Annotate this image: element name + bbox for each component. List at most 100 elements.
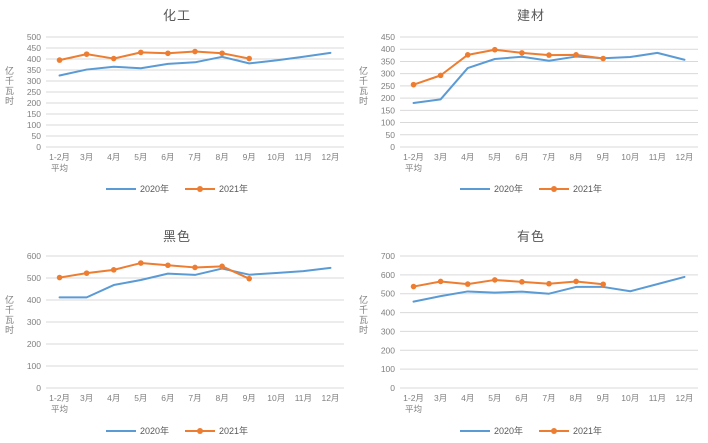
legend-item-2020: 2020年 (459, 182, 523, 195)
series-line-2021年 (412, 48, 605, 86)
x-tick-label: 6月 (161, 152, 174, 162)
x-tick-label: 平均 (405, 404, 422, 414)
y-tick-label: 150 (27, 109, 41, 119)
chart-panel-building-materials: 建材 亿千瓦时 0 50 100 150 200 250 300 350 400 450 1-2月平… (354, 0, 708, 221)
x-tick-label: 9月 (597, 393, 610, 403)
series-line-2021年 (58, 262, 251, 280)
x-tick-label: 10月 (621, 152, 639, 162)
data-point-marker (519, 279, 525, 285)
x-tick-label: 6月 (515, 152, 528, 162)
data-point-marker (110, 267, 117, 273)
data-point-marker (192, 48, 198, 55)
y-tick-label: 150 (381, 105, 395, 115)
y-axis-title: 亿千瓦时 (4, 66, 14, 106)
legend-item-2021: 2021年 (539, 182, 602, 195)
data-point-marker (138, 260, 144, 266)
y-tick-label: 100 (381, 118, 395, 128)
data-point-marker (246, 55, 252, 62)
x-tick-label: 平均 (405, 163, 422, 173)
y-tick-label: 600 (27, 251, 41, 261)
x-tick-label: 5月 (134, 393, 147, 403)
series-line-2020年 (58, 266, 332, 299)
x-tick-label: 5月 (134, 152, 147, 162)
y-tick-label: 450 (381, 32, 395, 42)
y-tick-label: 600 (381, 270, 395, 280)
x-tick-label: 3月 (434, 152, 447, 162)
line-marker-swatch-icon (185, 185, 215, 192)
legend-label: 2020年 (139, 426, 169, 436)
x-tick-label: 7月 (188, 393, 201, 403)
x-tick-label: 3月 (80, 152, 93, 162)
chart-title: 建材 (516, 8, 545, 23)
data-point-marker (83, 51, 90, 57)
legend-label: 2020年 (493, 184, 523, 194)
line-marker-swatch-icon (539, 185, 569, 192)
y-tick-label: 300 (381, 326, 395, 336)
line-swatch-icon (105, 187, 136, 190)
y-tick-label: 400 (381, 308, 395, 318)
x-tick-label: 11月 (649, 152, 666, 162)
x-tick-label: 4月 (107, 152, 120, 162)
legend-label: 2020年 (139, 184, 169, 194)
y-tick-label: 200 (381, 93, 395, 103)
y-tick-label: 400 (381, 44, 395, 54)
x-tick-label: 6月 (161, 393, 174, 403)
x-tick-label: 7月 (188, 152, 201, 162)
chart-panel-nonferrous: 有色 亿千瓦时 0 100 200 300 400 500 600 700 1-2月 平均 3月 4月… (354, 221, 708, 443)
data-point-marker (437, 72, 444, 79)
x-tick-label: 12月 (321, 393, 339, 403)
series-line-2020年 (412, 51, 686, 104)
x-tick-label: 1-2月 (403, 152, 424, 162)
data-point-marker (219, 50, 225, 57)
data-point-marker (110, 55, 117, 62)
y-tick-label: 200 (27, 98, 41, 108)
x-tick-label: 9月 (597, 152, 610, 162)
y-tick-label: 300 (27, 317, 41, 327)
x-tick-label: 1-2月 (49, 152, 70, 162)
x-tick-label: 8月 (569, 393, 582, 403)
data-point-marker (246, 275, 252, 282)
data-point-marker (492, 277, 498, 283)
data-point-marker (600, 55, 606, 62)
x-tick-label: 9月 (243, 152, 256, 162)
line-swatch-icon (459, 429, 490, 432)
legend-item-2021: 2021年 (539, 424, 602, 437)
x-tick-label: 10月 (267, 393, 285, 403)
x-tick-label: 5月 (488, 152, 501, 162)
y-tick-label: 200 (27, 339, 41, 349)
series-line-2021年 (412, 278, 605, 288)
legend: 2020年 2021年 (354, 424, 708, 437)
legend-label: 2021年 (573, 184, 603, 194)
x-tick-label: 7月 (542, 152, 555, 162)
data-point-marker (192, 264, 198, 271)
y-tick-label: 400 (27, 54, 41, 64)
x-tick-label: 12月 (321, 152, 339, 162)
line-marker-swatch-icon (185, 427, 215, 434)
data-point-marker (464, 52, 471, 58)
legend-item-2020: 2020年 (105, 424, 169, 437)
legend: 2020年 2021年 (354, 182, 708, 195)
data-point-marker (56, 57, 63, 63)
legend-item-2020: 2020年 (105, 182, 169, 195)
data-point-marker (492, 46, 498, 53)
y-tick-label: 50 (386, 130, 396, 140)
y-tick-label: 0 (36, 383, 41, 393)
legend-item-2020: 2020年 (459, 424, 523, 437)
legend-label: 2021年 (219, 184, 249, 194)
x-tick-label: 11月 (295, 152, 312, 162)
x-tick-label: 10月 (621, 393, 639, 403)
y-tick-label: 500 (27, 273, 41, 283)
x-tick-label: 4月 (107, 393, 120, 403)
y-axis-title: 亿千瓦时 (4, 295, 14, 335)
y-axis-title: 亿千瓦时 (358, 66, 368, 106)
y-tick-label: 300 (27, 76, 41, 86)
y-tick-label: 350 (381, 56, 395, 66)
y-tick-label: 100 (381, 364, 395, 374)
y-tick-label: 200 (381, 345, 395, 355)
chart-panel-ferrous: 黑色 亿千瓦时 0 100 200 300 400 500 600 1-2月 平均 3月 4月 5月 6… (0, 221, 354, 443)
y-tick-label: 100 (27, 361, 41, 371)
data-point-marker (165, 262, 171, 269)
